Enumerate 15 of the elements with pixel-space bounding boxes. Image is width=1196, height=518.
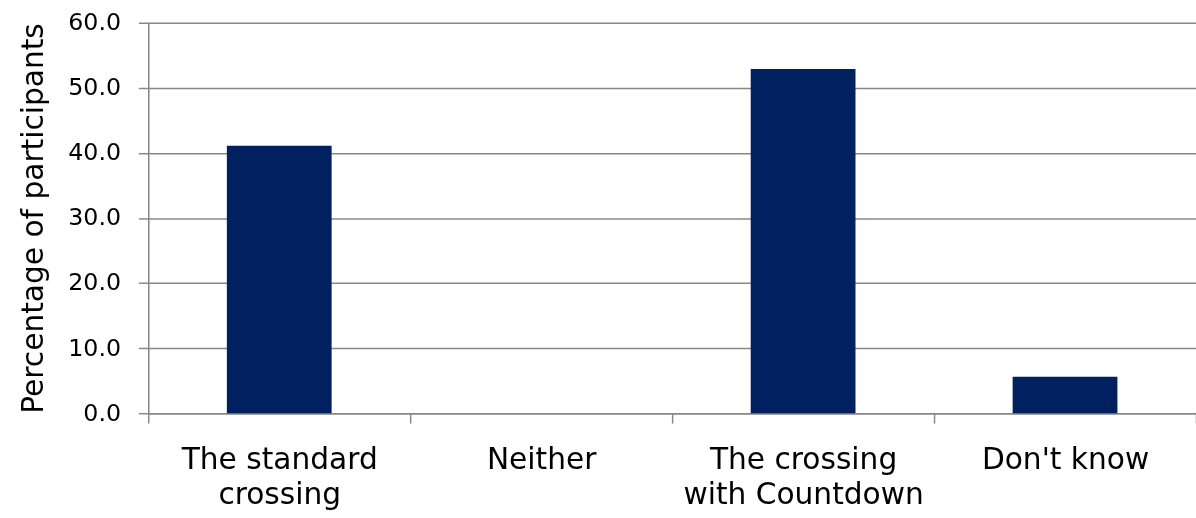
x-tick-label: The standard crossing xyxy=(180,441,378,511)
y-tick-label: 10.0 xyxy=(68,333,122,362)
bar xyxy=(750,68,856,414)
bar xyxy=(226,145,332,414)
y-tick-label: 20.0 xyxy=(68,268,122,297)
y-tick-label: 60.0 xyxy=(68,8,122,37)
y-tick-label: 0.0 xyxy=(83,398,122,427)
y-axis-title: Percentage of participants xyxy=(14,23,50,414)
bar xyxy=(1012,376,1118,414)
x-tick-label: The crossing with Countdown xyxy=(683,441,924,511)
y-tick-label: 50.0 xyxy=(68,73,122,102)
y-tick-label: 40.0 xyxy=(68,138,122,167)
x-tick-label: Don't know xyxy=(981,441,1150,477)
x-tick-label: Neither xyxy=(486,441,598,477)
y-tick-label: 30.0 xyxy=(68,203,122,232)
